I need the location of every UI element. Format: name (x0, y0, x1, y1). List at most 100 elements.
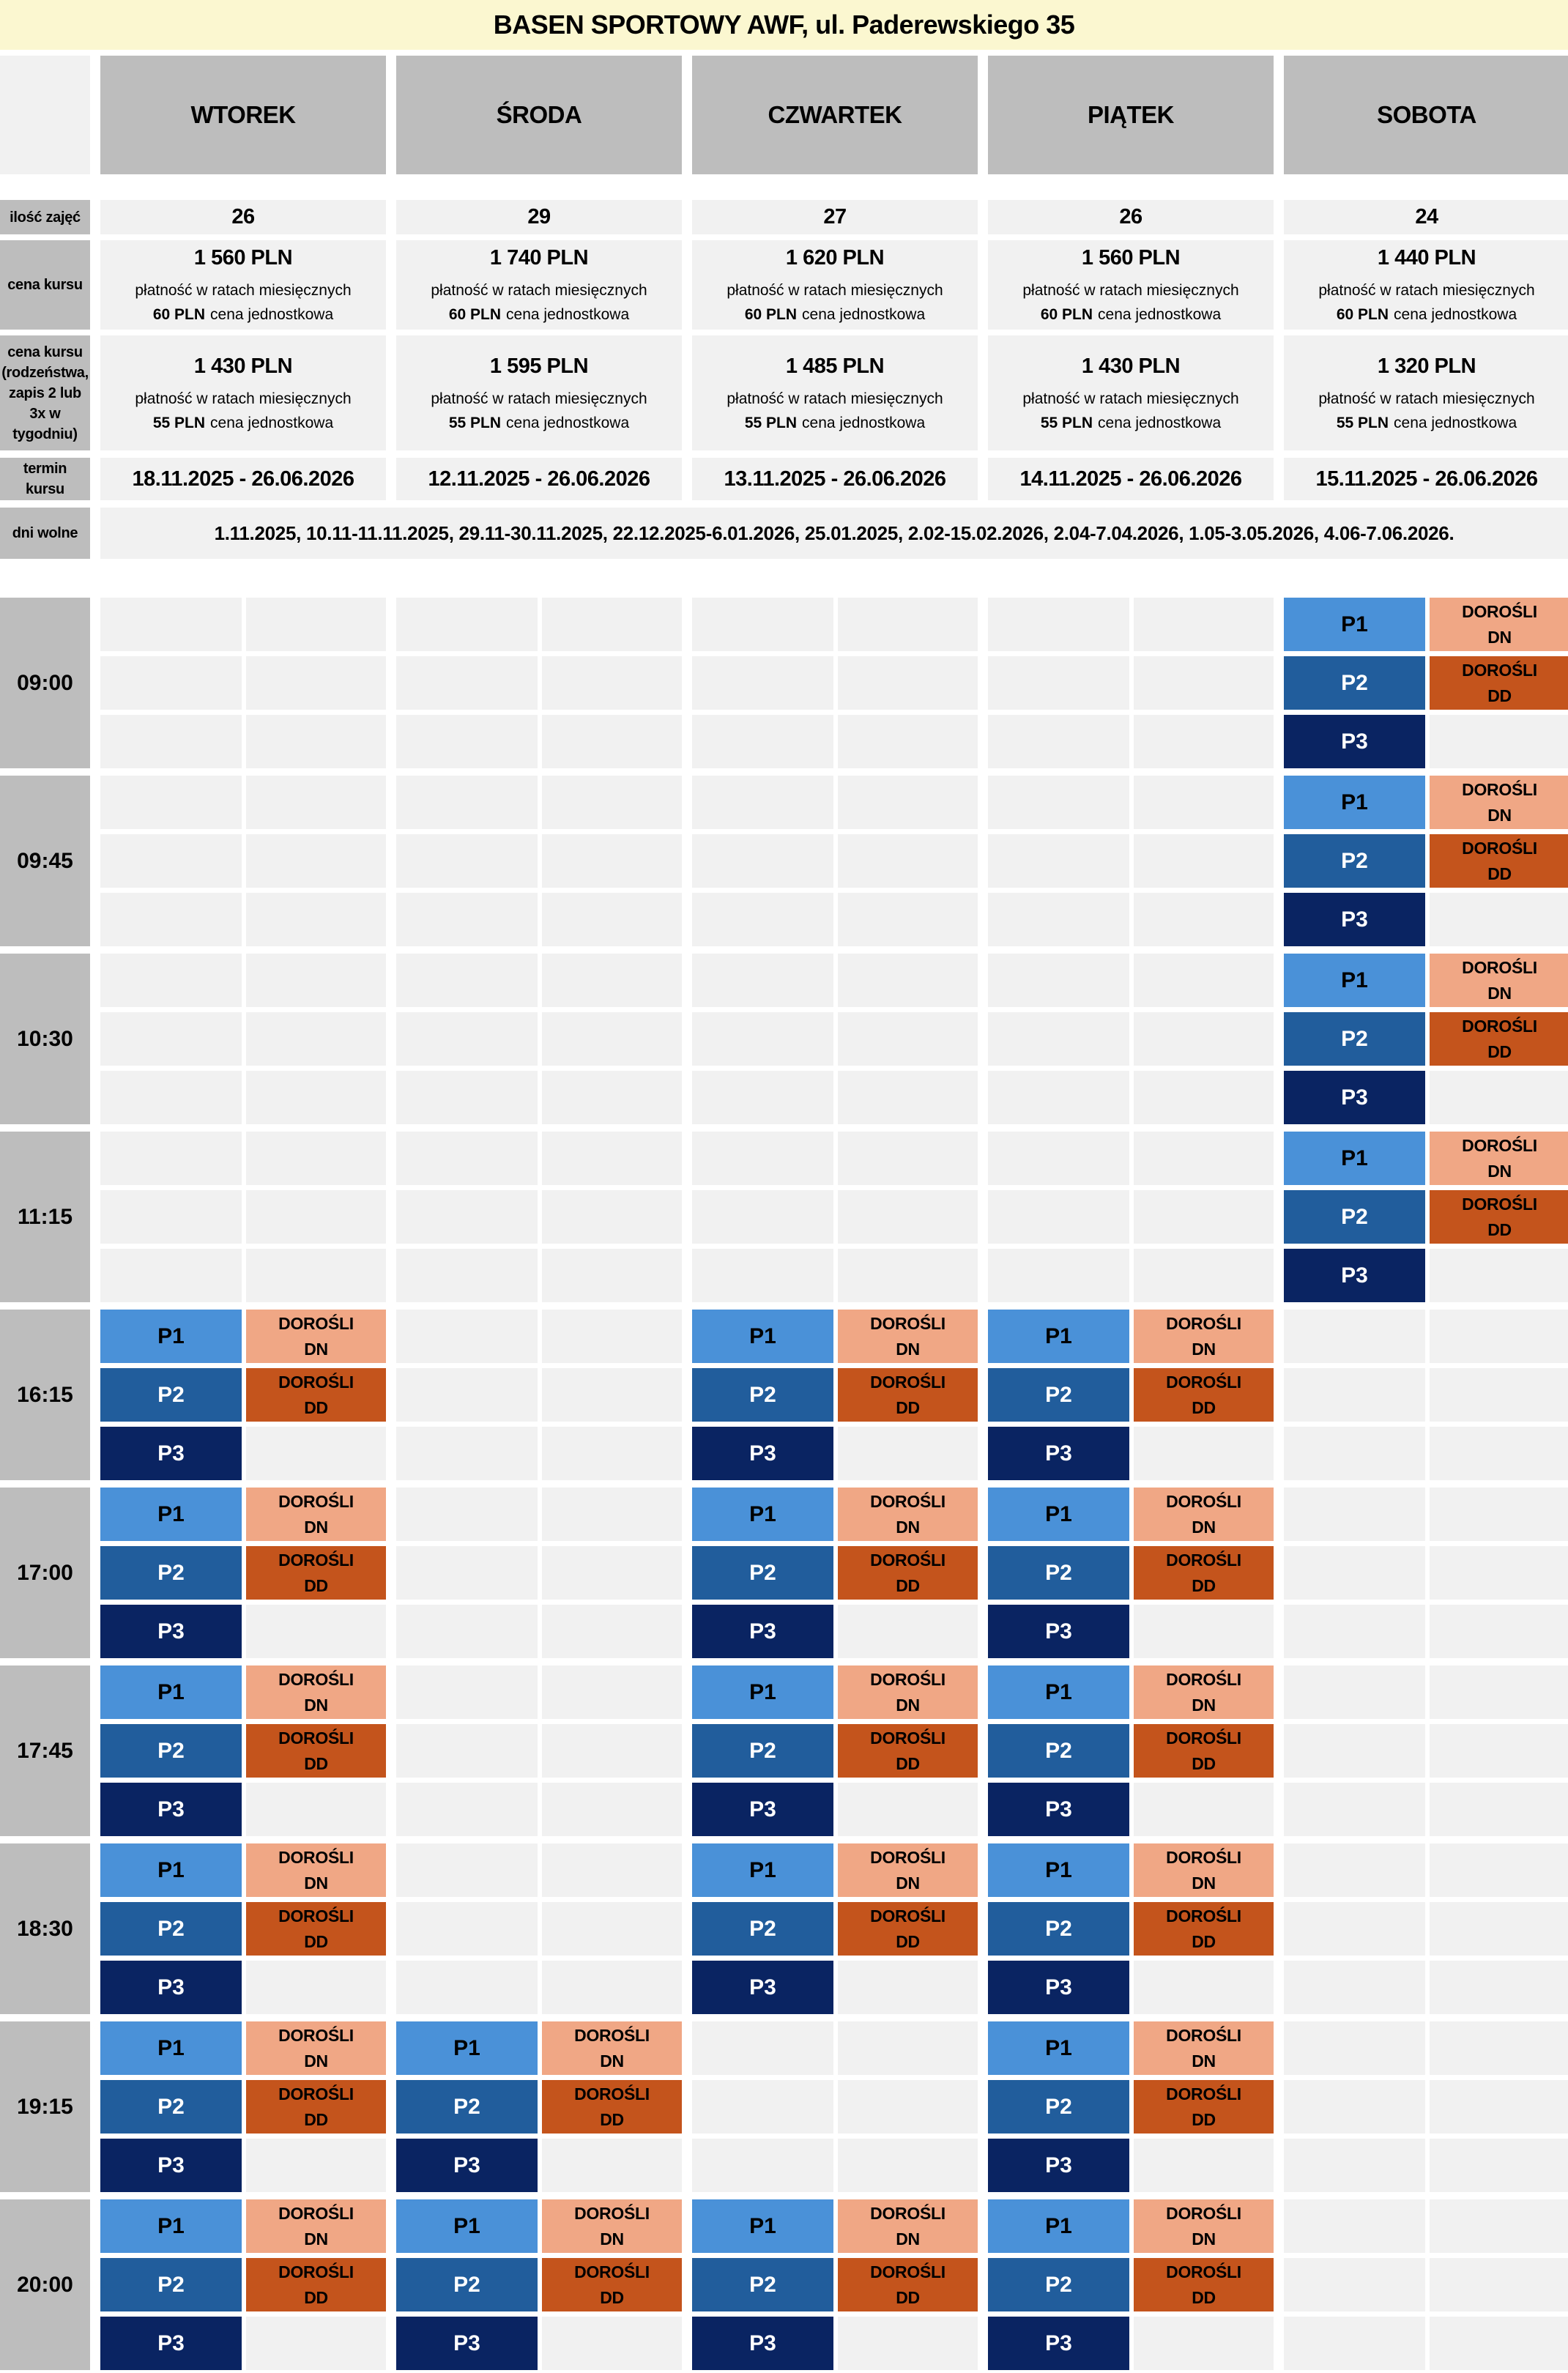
schedule-day-column (692, 2021, 978, 2192)
lesson-row (1284, 1427, 1568, 1480)
price-value: 1 560 PLN (193, 246, 293, 270)
empty-cell (100, 893, 242, 946)
lesson-row: P1 DOROŚLI DN (692, 1665, 978, 1719)
empty-cell (1284, 1427, 1425, 1480)
schedule-day-column (988, 954, 1274, 1124)
schedule-day-column: P1 DOROŚLI DN P2 DOROŚLI DD P3 (100, 1488, 386, 1658)
adults-dd-code: DD (304, 1931, 328, 1951)
empty-cell (542, 1368, 682, 1422)
lesson-cell-p2: P2 (988, 1902, 1129, 1956)
lesson-cell-p3: P3 (692, 1961, 833, 2014)
course-term-value: 15.11.2025 - 26.06.2026 (1315, 467, 1538, 491)
classes-count-value: 29 (527, 205, 551, 229)
lesson-row: P2 DOROŚLI DD (988, 2258, 1274, 2311)
empty-cell (246, 2139, 386, 2192)
lesson-cell-p1: P1 (1284, 1132, 1425, 1185)
lesson-cell-p1: P1 (1284, 776, 1425, 829)
adults-word: DOROŚLI (278, 2084, 354, 2103)
lesson-row (396, 954, 682, 1007)
day-header: SOBOTA (1284, 56, 1568, 174)
lesson-cell-p1: P1 (988, 1488, 1129, 1541)
empty-cell (838, 2317, 978, 2370)
adults-dn-cell: DOROŚLI DN (1430, 776, 1568, 829)
lesson-row (396, 1310, 682, 1363)
adults-word: DOROŚLI (1462, 839, 1537, 858)
schedule-block: 09:00 P1 DOROŚLI DN P2 DOROŚLI DD P3 (0, 598, 1568, 768)
empty-cell (692, 893, 833, 946)
adults-dd-cell: DOROŚLI DD (838, 1368, 978, 1422)
lesson-row: P3 (100, 1427, 386, 1480)
adults-dd-cell: DOROŚLI DD (1134, 1724, 1274, 1778)
lesson-row: P2 DOROŚLI DD (100, 1546, 386, 1600)
price-note: płatność w ratach miesięcznych (727, 282, 943, 299)
adults-dd-cell: DOROŚLI DD (542, 2258, 682, 2311)
lesson-row: P2 DOROŚLI DD (396, 2080, 682, 2134)
adults-dd-code: DD (1192, 1931, 1216, 1951)
course-term-cell: 12.11.2025 - 26.06.2026 (396, 458, 682, 500)
course-term-value: 13.11.2025 - 26.06.2026 (724, 467, 946, 491)
lesson-row (396, 598, 682, 651)
empty-cell (988, 893, 1129, 946)
lesson-row (1284, 1605, 1568, 1658)
unit-price-amount: 60 PLN (1336, 306, 1389, 323)
lesson-row (1284, 1783, 1568, 1836)
adults-dn-cell: DOROŚLI DN (1134, 2199, 1274, 2253)
adults-dd-code: DD (896, 1397, 920, 1417)
price-value: 1 560 PLN (1081, 246, 1181, 270)
price-value: 1 320 PLN (1377, 354, 1476, 378)
lesson-row: P1 DOROŚLI DN (692, 2199, 978, 2253)
lesson-cell-p3: P3 (396, 2317, 538, 2370)
lesson-row (100, 1071, 386, 1124)
adults-dd-cell: DOROŚLI DD (1134, 1546, 1274, 1600)
empty-cell (542, 1961, 682, 2014)
empty-cell (1430, 2258, 1568, 2311)
unit-price-line: 55 PLN cena jednostkowa (449, 415, 629, 432)
empty-cell (1134, 2317, 1274, 2370)
lesson-row: P3 (1284, 715, 1568, 768)
empty-cell (542, 2317, 682, 2370)
lesson-cell-p3: P3 (1284, 1249, 1425, 1302)
lesson-cell-p3: P3 (100, 2317, 242, 2370)
adults-word: DOROŚLI (278, 1551, 354, 1570)
schedule-block: 16:15 P1 DOROŚLI DN P2 DOROŚLI DD P3 P1 DOROŚLI DN… (0, 1310, 1568, 1480)
empty-cell (542, 1605, 682, 1658)
schedule-day-column: P1 DOROŚLI DN P2 DOROŚLI DD P3 (692, 2199, 978, 2370)
empty-cell (1134, 656, 1274, 710)
adults-dd-cell: DOROŚLI DD (1430, 656, 1568, 710)
empty-cell (1430, 1902, 1568, 1956)
time-label: 19:15 (0, 2021, 90, 2192)
adults-dd-cell: DOROŚLI DD (1430, 1012, 1568, 1066)
days-off-value: 1.11.2025, 10.11-11.11.2025, 29.11-30.11… (100, 508, 1568, 559)
lesson-cell-p3: P3 (100, 1427, 242, 1480)
schedule-day-column (692, 1132, 978, 1302)
empty-cell (1430, 1310, 1568, 1363)
adults-dn-code: DN (304, 2229, 328, 2248)
lesson-row: P1 DOROŚLI DN (988, 1488, 1274, 1541)
lesson-row: P3 (692, 1605, 978, 1658)
day-header: ŚRODA (396, 56, 682, 174)
lesson-row: P3 (988, 1961, 1274, 2014)
price-cell: 1 485 PLN płatność w ratach miesięcznych 5… (692, 335, 978, 450)
schedule-day-column: P1 DOROŚLI DN P2 DOROŚLI DD P3 (692, 1310, 978, 1480)
lesson-row: P2 DOROŚLI DD (100, 1902, 386, 1956)
empty-cell (246, 1190, 386, 1244)
lesson-row: P3 (988, 1605, 1274, 1658)
empty-cell (396, 715, 538, 768)
empty-cell (988, 715, 1129, 768)
empty-cell (396, 656, 538, 710)
empty-cell (1430, 1665, 1568, 1719)
schedule-day-column (396, 1132, 682, 1302)
adults-word: DOROŚLI (870, 1906, 945, 1925)
lesson-row: P2 DOROŚLI DD (988, 1368, 1274, 1422)
lesson-cell-p2: P2 (100, 1368, 242, 1422)
empty-cell (1430, 1724, 1568, 1778)
schedule-day-column: P1 DOROŚLI DN P2 DOROŚLI DD P3 (1284, 954, 1568, 1124)
lesson-row: P2 DOROŚLI DD (988, 2080, 1274, 2134)
lesson-row (988, 954, 1274, 1007)
lesson-row (100, 1249, 386, 1302)
schedule-day-column: P1 DOROŚLI DN P2 DOROŚLI DD P3 (692, 1488, 978, 1658)
empty-cell (988, 1190, 1129, 1244)
lesson-row (692, 834, 978, 888)
empty-cell (838, 1249, 978, 1302)
empty-cell (100, 1132, 242, 1185)
